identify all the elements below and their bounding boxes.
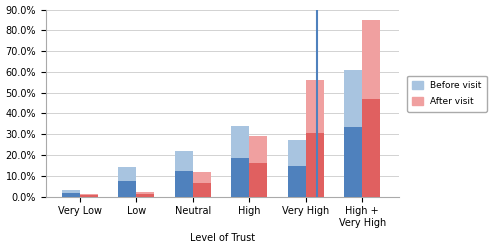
Bar bbox=[62, 190, 80, 196]
Bar bbox=[80, 195, 98, 196]
Bar bbox=[62, 193, 80, 196]
Bar bbox=[249, 136, 267, 196]
Bar bbox=[306, 132, 324, 196]
Legend: Before visit, After visit: Before visit, After visit bbox=[407, 75, 487, 112]
Bar bbox=[136, 192, 154, 196]
X-axis label: Level of Trust: Level of Trust bbox=[190, 234, 255, 244]
Bar bbox=[136, 194, 154, 196]
Bar bbox=[344, 127, 362, 196]
Bar bbox=[306, 80, 324, 196]
Bar bbox=[249, 163, 267, 196]
Bar bbox=[80, 194, 98, 196]
Bar bbox=[362, 20, 380, 196]
Bar bbox=[175, 171, 193, 196]
Bar bbox=[231, 126, 249, 196]
Bar bbox=[193, 172, 211, 196]
Bar bbox=[193, 183, 211, 196]
Bar bbox=[231, 158, 249, 196]
Bar bbox=[287, 166, 306, 196]
Bar bbox=[362, 99, 380, 196]
Bar bbox=[118, 168, 136, 196]
Bar bbox=[118, 181, 136, 196]
Bar bbox=[175, 151, 193, 196]
Bar bbox=[344, 70, 362, 196]
Bar bbox=[287, 140, 306, 196]
